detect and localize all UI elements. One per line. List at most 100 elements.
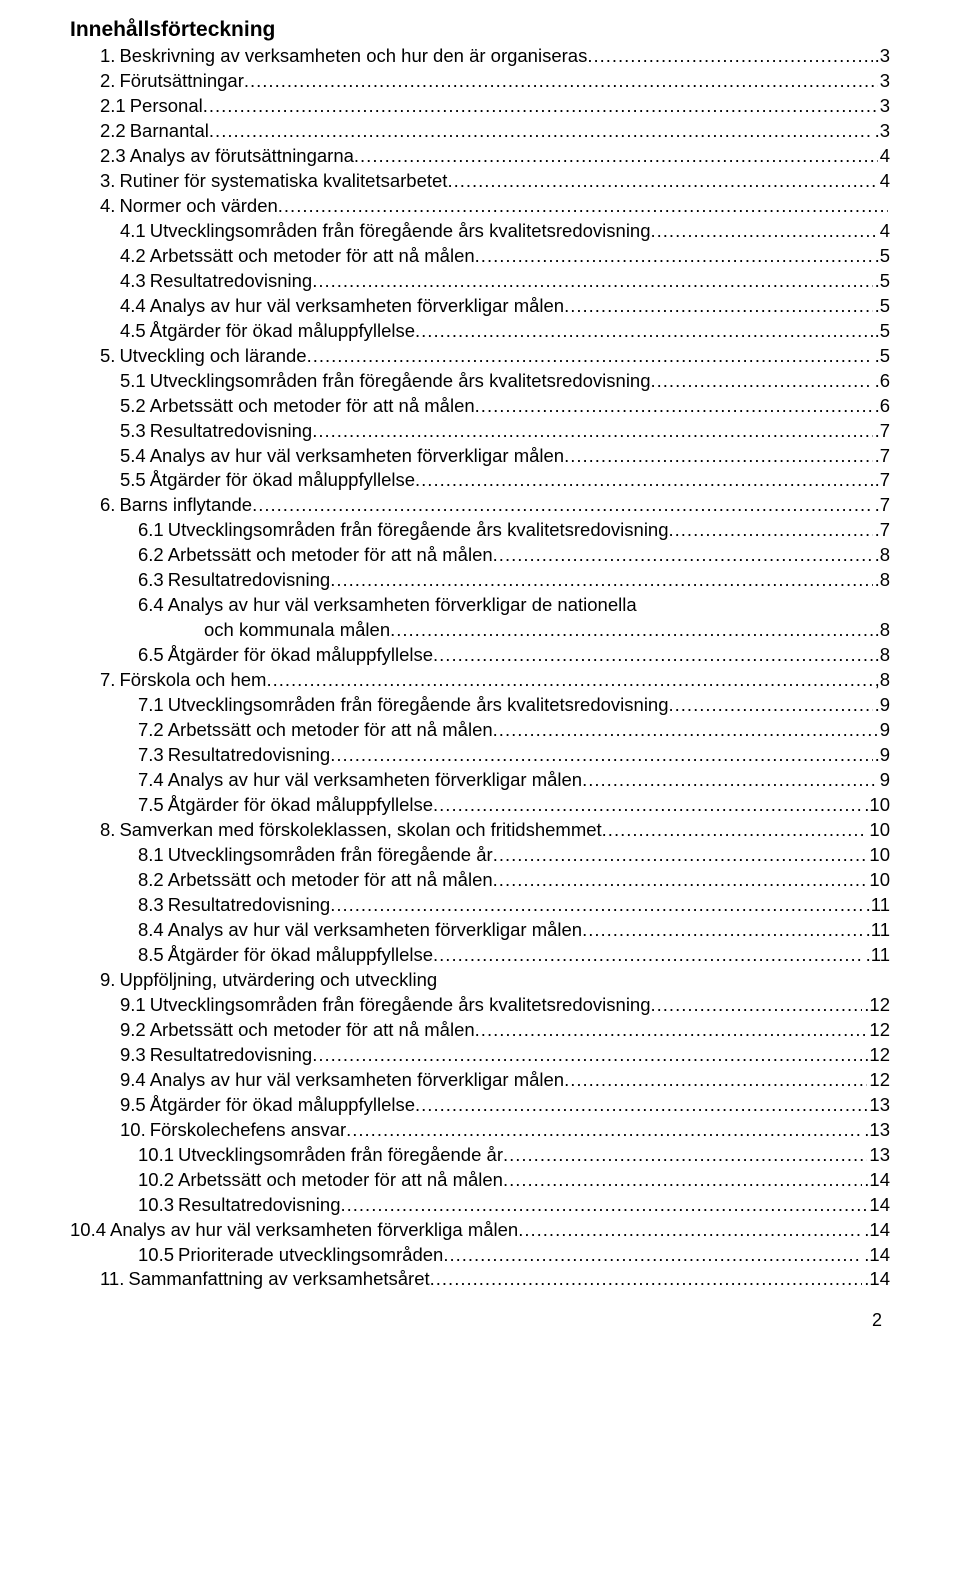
toc-row: 5.3Resultatredovisning..................… bbox=[70, 419, 890, 444]
toc-row: 2.Förutsättningar.......................… bbox=[70, 69, 890, 94]
toc-leader-dots: ........................................… bbox=[651, 369, 873, 394]
toc-number: 10.2 bbox=[138, 1168, 174, 1193]
toc-number: 5.5 bbox=[120, 468, 146, 493]
toc-number: 4.3 bbox=[120, 269, 146, 294]
toc-row: 7.5Åtgärder för ökad måluppfyllelse.....… bbox=[70, 793, 890, 818]
toc-page-ref: 4 bbox=[878, 169, 890, 194]
toc-row: 6.1Utvecklingsområden från föregående år… bbox=[70, 518, 890, 543]
toc-label: Utvecklingsområden från föregående år bbox=[164, 843, 493, 868]
toc-row: 6.3Resultatredovisning..................… bbox=[70, 568, 890, 593]
toc-page-ref: .3 bbox=[873, 44, 890, 69]
toc-leader-dots: ........................................… bbox=[582, 918, 864, 943]
toc-label: Barnantal bbox=[126, 119, 209, 144]
toc-row: 6.Barns inflytande......................… bbox=[70, 493, 890, 518]
toc-label: Resultatredovisning bbox=[146, 269, 312, 294]
toc-row: 4.1Utvecklingsområden från föregående år… bbox=[70, 219, 890, 244]
toc-leader-dots: ........................................… bbox=[564, 1068, 867, 1093]
toc-number: 5.1 bbox=[120, 369, 146, 394]
toc-label: Beskrivning av verksamheten och hur den … bbox=[115, 44, 587, 69]
toc-title: Innehållsförteckning bbox=[70, 18, 890, 42]
toc-number: 7.4 bbox=[138, 768, 164, 793]
toc-leader-dots: ........................................… bbox=[669, 693, 873, 718]
toc-row: 6.4Analys av hur väl verksamheten förver… bbox=[70, 593, 890, 618]
toc-label: Arbetssätt och metoder för att nå målen bbox=[174, 1168, 503, 1193]
toc-row: 4.2Arbetssätt och metoder för att nå mål… bbox=[70, 244, 890, 269]
toc-page-ref: .14 bbox=[862, 1267, 890, 1292]
toc-number: 9.5 bbox=[120, 1093, 146, 1118]
toc-label: Utvecklingsområden från föregående års k… bbox=[146, 993, 651, 1018]
toc-row: 2.1Personal.............................… bbox=[70, 94, 890, 119]
toc-leader-dots: ........................................… bbox=[493, 868, 868, 893]
toc-label: Arbetssätt och metoder för att nå målen bbox=[164, 868, 493, 893]
page-number: 2 bbox=[70, 1310, 890, 1331]
toc-row: 9.5Åtgärder för ökad måluppfyllelse.....… bbox=[70, 1093, 890, 1118]
toc-label: Analys av förutsättningarna bbox=[126, 144, 354, 169]
toc-label: Åtgärder för ökad måluppfyllelse bbox=[146, 1093, 415, 1118]
toc-page-ref: 12 bbox=[867, 1018, 890, 1043]
toc-label: Arbetssätt och metoder för att nå målen bbox=[146, 1018, 475, 1043]
toc-row: 7.2Arbetssätt och metoder för att nå mål… bbox=[70, 718, 890, 743]
toc-number: 4.2 bbox=[120, 244, 146, 269]
toc-number: 7. bbox=[100, 668, 115, 693]
toc-label: Normer och värden bbox=[115, 194, 277, 219]
toc-leader-dots: ........................................… bbox=[503, 1143, 867, 1168]
toc-number: 10.5 bbox=[138, 1243, 174, 1268]
toc-label: Resultatredovisning bbox=[174, 1193, 340, 1218]
toc-page-ref: .9 bbox=[873, 693, 890, 718]
toc-label: Barns inflytande bbox=[115, 493, 252, 518]
toc-label: Resultatredovisning bbox=[164, 743, 330, 768]
toc-page-ref: .8 bbox=[873, 618, 890, 643]
toc-page-ref: .11 bbox=[864, 943, 890, 968]
toc-number: 8. bbox=[100, 818, 115, 843]
toc-number: 6.2 bbox=[138, 543, 164, 568]
toc-leader-dots: ........................................… bbox=[433, 943, 864, 968]
toc-leader-dots: ........................................… bbox=[330, 743, 872, 768]
toc-leader-dots: ........................................… bbox=[415, 1093, 867, 1118]
toc-row: 1.Beskrivning av verksamheten och hur de… bbox=[70, 44, 890, 69]
toc-page-ref: .11 bbox=[864, 893, 890, 918]
toc-label: Åtgärder för ökad måluppfyllelse bbox=[146, 468, 415, 493]
toc-page-ref: .14 bbox=[862, 1168, 890, 1193]
toc-row: 2.3Analys av förutsättningarna..........… bbox=[70, 144, 890, 169]
toc-page-ref: .5 bbox=[873, 244, 890, 269]
toc-page-ref: 9 bbox=[878, 718, 890, 743]
toc-label: Åtgärder för ökad måluppfyllelse bbox=[164, 793, 433, 818]
toc-number: 6. bbox=[100, 493, 115, 518]
toc-page-ref: .7 bbox=[873, 444, 890, 469]
document-page: Innehållsförteckning 1.Beskrivning av ve… bbox=[0, 0, 960, 1351]
toc-number: 3. bbox=[100, 169, 115, 194]
toc-page-ref: .7 bbox=[873, 419, 890, 444]
toc-page-ref: 14 bbox=[867, 1193, 890, 1218]
toc-page-ref: .13 bbox=[862, 1118, 890, 1143]
toc-row: 7.Förskola och hem......................… bbox=[70, 668, 890, 693]
toc-row: 5.5Åtgärder för ökad måluppfyllelse.....… bbox=[70, 468, 890, 493]
toc-label: Arbetssätt och metoder för att nå målen bbox=[164, 718, 493, 743]
toc-number: 9.4 bbox=[120, 1068, 146, 1093]
toc-leader-dots: ........................................… bbox=[564, 444, 872, 469]
toc-leader-dots: ........................................… bbox=[582, 768, 878, 793]
toc-number: 5.3 bbox=[120, 419, 146, 444]
toc-row: 10.5Prioriterade utvecklingsområden.....… bbox=[70, 1243, 890, 1268]
toc-label: Utvecklingsområden från föregående års k… bbox=[164, 693, 669, 718]
toc-row: 9.2Arbetssätt och metoder för att nå mål… bbox=[70, 1018, 890, 1043]
toc-leader-dots: ........................................… bbox=[341, 1193, 868, 1218]
toc-label: Arbetssätt och metoder för att nå målen bbox=[146, 244, 475, 269]
toc-leader-dots: ........................................… bbox=[209, 119, 873, 144]
toc-label: Utvecklingsområden från föregående år bbox=[174, 1143, 503, 1168]
toc-page-ref: .3 bbox=[873, 119, 890, 144]
toc-row: 4.3Resultatredovisning..................… bbox=[70, 269, 890, 294]
toc-leader-dots: ........................................… bbox=[493, 543, 873, 568]
toc-number: 8.5 bbox=[138, 943, 164, 968]
toc-container: 1.Beskrivning av verksamheten och hur de… bbox=[70, 44, 890, 1292]
toc-label: Förskola och hem bbox=[115, 668, 266, 693]
toc-row: 7.3Resultatredovisning..................… bbox=[70, 743, 890, 768]
toc-row: 2.2Barnantal............................… bbox=[70, 119, 890, 144]
toc-page-ref: .11 bbox=[864, 918, 890, 943]
toc-leader-dots: ........................................… bbox=[390, 618, 872, 643]
toc-page-ref: .9 bbox=[873, 743, 890, 768]
toc-leader-dots: ........................................… bbox=[312, 269, 872, 294]
toc-label: och kommunala målen bbox=[200, 618, 390, 643]
toc-label: Prioriterade utvecklingsområden bbox=[174, 1243, 443, 1268]
toc-page-ref: .7 bbox=[873, 518, 890, 543]
toc-label: Sammanfattning av verksamhetsåret bbox=[124, 1267, 429, 1292]
